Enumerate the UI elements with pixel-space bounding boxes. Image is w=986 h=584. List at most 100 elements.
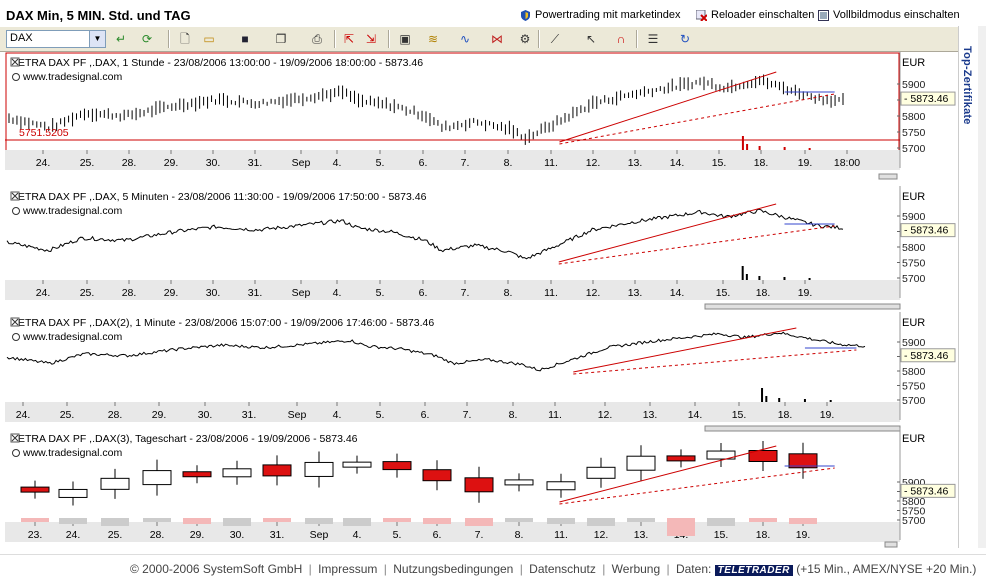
teletrader-logo[interactable]: TELETRADER <box>714 565 793 576</box>
chart-area: XETRA DAX PF ,.DAX, 1 Stunde - 23/08/200… <box>5 52 958 548</box>
x-tick-label: 18. <box>756 529 771 541</box>
volume-bar <box>667 518 695 536</box>
save-icon[interactable]: ■ <box>241 32 249 46</box>
y-tick-label: 5800 <box>902 111 926 123</box>
settings-icon[interactable]: ⚙ <box>519 32 531 46</box>
volume-bar <box>59 518 87 524</box>
volume-bar <box>343 518 371 526</box>
x-tick-label: 12. <box>586 287 601 299</box>
symbol-select[interactable]: DAX ▼ <box>6 30 106 48</box>
new-document-icon[interactable]: 🗋 <box>180 32 190 46</box>
x-tick-label: 29. <box>164 287 179 299</box>
currency-label: EUR <box>902 317 925 329</box>
x-tick-label: 28. <box>122 157 137 169</box>
x-tick-label: 25. <box>108 529 123 541</box>
daily-candle <box>304 461 334 477</box>
x-axis-strip <box>5 402 900 422</box>
x-tick-label: 19. <box>798 157 813 169</box>
x-tick-label: 6. <box>433 529 442 541</box>
reloader-link[interactable]: Reloader einschalten <box>696 9 814 21</box>
x-tick-label: 30. <box>230 529 245 541</box>
footer-separator: | <box>666 562 670 576</box>
alert-icon[interactable]: ☰ <box>647 32 659 46</box>
last-price-label: - 5873.46 <box>904 93 949 105</box>
vertical-scrollbar[interactable] <box>978 26 986 548</box>
volume-bar <box>101 518 129 526</box>
daily-candle <box>788 453 818 469</box>
x-tick-label: 29. <box>164 157 179 169</box>
x-tick-label: 30. <box>206 287 221 299</box>
window-icon[interactable]: ▣ <box>399 32 411 46</box>
chevron-down-icon[interactable]: ▼ <box>89 31 105 47</box>
daily-candle <box>182 471 212 478</box>
x-axis-strip <box>5 280 900 300</box>
draw-tools-icon[interactable]: ∿ <box>459 32 471 46</box>
x-tick-label: 23. <box>28 529 43 541</box>
panel-scroll-handle <box>878 173 898 180</box>
refresh-cycle-icon[interactable]: ↻ <box>679 32 691 46</box>
x-tick-label: 6. <box>421 409 430 421</box>
shield-icon <box>521 9 530 21</box>
trendline-dashed <box>559 467 835 505</box>
print-icon[interactable]: ⎙ <box>312 32 322 46</box>
top-zertifikate-panel[interactable]: Top-Zertifikate <box>958 26 979 548</box>
daily-candle <box>20 486 50 493</box>
y-tick-label: 5700 <box>902 273 926 285</box>
daily-candle <box>464 477 494 493</box>
volume-bar <box>423 518 451 524</box>
currency-label: EUR <box>902 191 925 203</box>
trendline-icon[interactable]: ⟋ <box>550 32 560 46</box>
copyright-icon <box>12 73 20 81</box>
x-tick-label: 31. <box>242 409 257 421</box>
last-price-box <box>900 223 956 238</box>
x-tick-label: 8. <box>504 157 513 169</box>
copy-icon[interactable]: ❐ <box>275 32 287 46</box>
volume-bar <box>789 518 817 524</box>
fullscreen-icon <box>818 9 829 21</box>
x-tick-label: 25. <box>80 157 95 169</box>
volume-bar <box>627 518 655 522</box>
check-arrow-icon[interactable]: ↵ <box>115 32 127 46</box>
daily-candle <box>504 479 534 486</box>
volume-bar <box>587 518 615 526</box>
footer-separator: | <box>383 562 387 576</box>
daily-candle <box>706 450 736 460</box>
chart-left-icon[interactable]: ⇱ <box>343 32 355 46</box>
last-price-label: - 5873.46 <box>904 485 949 497</box>
x-tick-label: 8. <box>504 287 513 299</box>
footer-link-nutzungsbedingungen[interactable]: Nutzungsbedingungen <box>393 562 514 576</box>
x-axis-strip <box>5 150 900 170</box>
x-tick-label: 4. <box>333 409 342 421</box>
footer-link-datenschutz[interactable]: Datenschutz <box>529 562 596 576</box>
price-line <box>6 331 866 372</box>
x-tick-label: 31. <box>248 287 263 299</box>
pattern-icon[interactable]: ⋈ <box>491 32 503 46</box>
open-folder-icon[interactable]: ▭ <box>203 32 215 46</box>
x-tick-label: 24. <box>36 287 51 299</box>
reloader-label: Reloader einschalten <box>711 9 815 21</box>
chart-right-icon[interactable]: ⇲ <box>365 32 377 46</box>
x-tick-label: 18. <box>754 157 769 169</box>
x-tick-label: 14. <box>670 157 685 169</box>
footer-link-impressum[interactable]: Impressum <box>318 562 378 576</box>
magnet-icon[interactable]: ∩ <box>616 32 626 46</box>
panel-close-icon <box>11 58 19 66</box>
currency-label: EUR <box>902 57 925 69</box>
powertrading-link[interactable]: Powertrading mit marketindex <box>520 9 681 21</box>
cursor-icon[interactable]: ↖ <box>585 32 597 46</box>
x-tick-label: 29. <box>190 529 205 541</box>
x-tick-label: 28. <box>150 529 165 541</box>
daily-candle <box>58 488 88 498</box>
app-title: DAX Min, 5 MIN. Std. und TAG <box>6 8 191 23</box>
footer-link-werbung[interactable]: Werbung <box>611 562 661 576</box>
fullscreen-link[interactable]: Vollbildmodus einschalten <box>818 9 960 21</box>
indicator-icon[interactable]: ≋ <box>427 32 439 46</box>
footer-separator: | <box>602 562 606 576</box>
trendline-solid <box>573 327 797 373</box>
trendline-dashed <box>558 225 835 265</box>
daily-candle <box>626 455 656 471</box>
panel-close-icon <box>11 434 19 442</box>
volume-bar <box>183 518 211 524</box>
refresh-icon[interactable]: ⟳ <box>141 32 153 46</box>
x-tick-label: Sep <box>310 529 329 541</box>
